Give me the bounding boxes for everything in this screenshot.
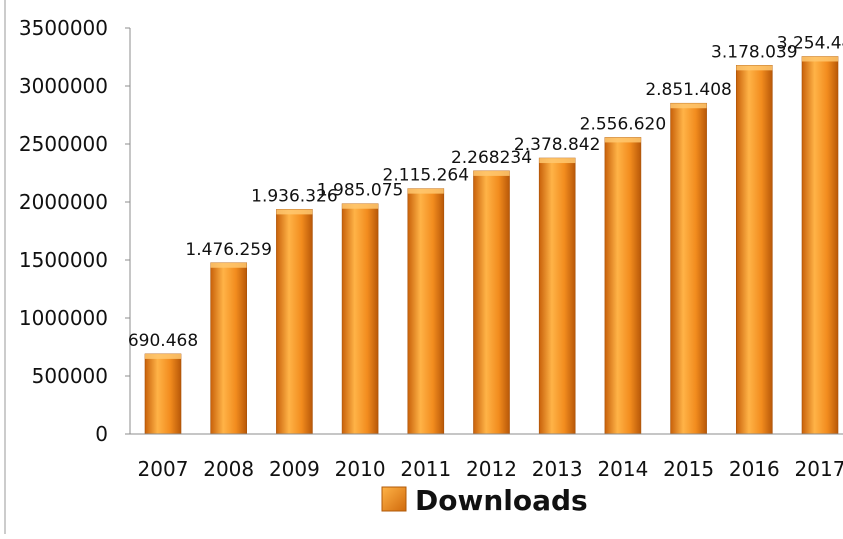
bar-top-highlight [473, 170, 510, 176]
bar-top-highlight [276, 209, 313, 215]
legend-swatch [381, 486, 407, 512]
x-tick-label: 2013 [532, 457, 583, 481]
data-label: 3.178.039 [711, 42, 798, 62]
bar [341, 203, 379, 435]
bar-top-highlight [802, 56, 838, 62]
x-tick-label: 2014 [597, 457, 648, 481]
bar [801, 56, 839, 435]
legend-label: Downloads [415, 484, 588, 517]
data-label: 2.268234 [451, 148, 532, 168]
y-tick-label: 3000000 [19, 74, 108, 98]
bar-top-highlight [670, 103, 707, 109]
data-label: 2.851.408 [645, 80, 732, 100]
bar [473, 170, 510, 435]
x-tick-label: 2015 [663, 457, 714, 481]
y-tick-label: 2000000 [19, 190, 108, 214]
x-tick-label: 2011 [400, 457, 451, 481]
data-label: 2.556.620 [580, 114, 667, 134]
bar [210, 262, 247, 435]
bar-top-highlight [539, 158, 576, 164]
bar [276, 209, 313, 435]
x-tick-label: 2007 [138, 457, 189, 481]
y-tick-label: 3500000 [19, 16, 108, 40]
x-tick-label: 2008 [203, 457, 254, 481]
y-tick-label: 500000 [32, 364, 108, 388]
data-labels: 690.468 1.476.259 1.936.3261.985.0752.115.… [128, 33, 843, 350]
data-label: 3.254.443 [777, 33, 843, 53]
data-label: 690.468 [128, 331, 198, 351]
bar [144, 353, 182, 435]
data-label: 2.115.264 [383, 166, 470, 186]
bar-top-highlight [145, 353, 181, 359]
bar-top-highlight [342, 203, 379, 209]
bar [407, 188, 445, 435]
y-axis: 0 500000 1000000 1500000 2000000 2500000 30000… [19, 16, 131, 446]
data-label: 1.985.075 [317, 181, 404, 201]
bar [670, 102, 707, 435]
bar [538, 157, 576, 435]
x-tick-label: 2010 [335, 457, 386, 481]
legend: Downloads [381, 484, 588, 517]
y-tick-label: 1000000 [19, 306, 108, 330]
bar [604, 137, 642, 435]
y-tick-label: 2500000 [19, 132, 108, 156]
x-axis: 2007 2008 2009 2010 2011 2012 2013 2014 2015 2016… [130, 433, 843, 481]
x-tick-label: 2009 [269, 457, 320, 481]
bar-top-highlight [736, 65, 773, 71]
bar-top-highlight [407, 188, 444, 194]
x-tick-label: 2016 [729, 457, 780, 481]
bar-top-highlight [604, 137, 641, 143]
y-tick-label: 0 [95, 422, 108, 446]
bar-top-highlight [210, 262, 247, 268]
data-label: 2.378.842 [514, 135, 601, 155]
y-tick-label: 1500000 [19, 248, 108, 272]
bars [144, 56, 839, 435]
x-tick-label: 2017 [795, 457, 843, 481]
data-label: 1.476.259 [185, 240, 272, 260]
bar [735, 65, 773, 435]
data-label: 1.936.326 [251, 186, 338, 206]
x-tick-label: 2012 [466, 457, 517, 481]
